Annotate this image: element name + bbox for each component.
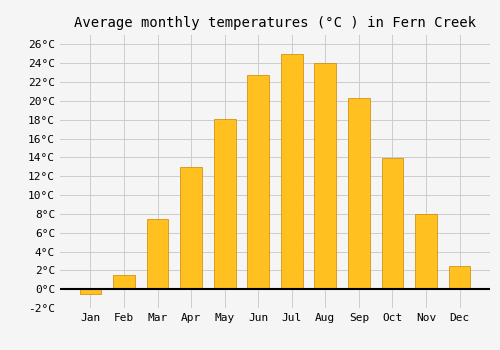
Bar [146,218,169,289]
Bar [113,275,135,289]
Bar [180,167,202,289]
Title: Average monthly temperatures (°C ) in Fern Creek: Average monthly temperatures (°C ) in Fe… [74,16,476,30]
Bar [314,63,336,289]
Bar [415,214,437,289]
Bar [448,266,470,289]
Bar [382,158,404,289]
Bar [248,76,269,289]
Bar [348,98,370,289]
Bar [80,289,102,294]
Bar [281,54,302,289]
Bar [214,119,236,289]
